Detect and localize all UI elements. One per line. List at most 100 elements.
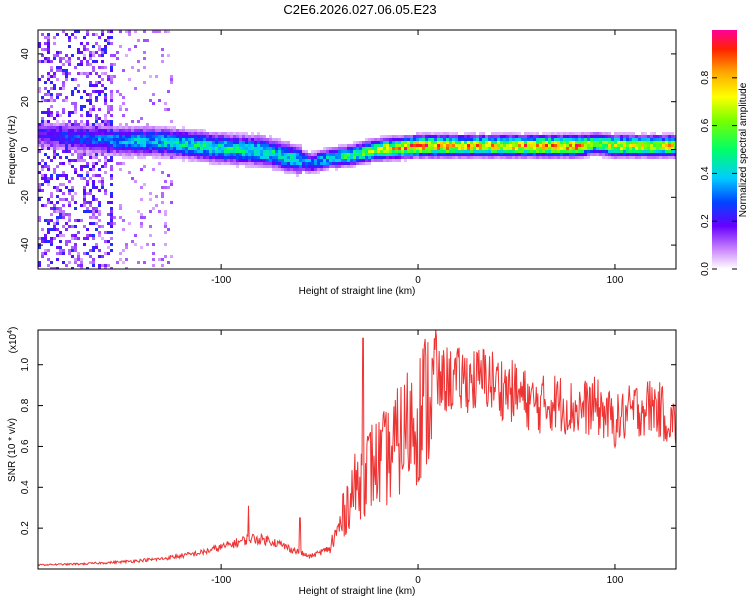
heatmap-cell xyxy=(86,93,89,96)
heatmap-cell xyxy=(62,87,65,90)
heatmap-cell xyxy=(134,135,137,138)
heatmap-cell xyxy=(152,135,155,138)
heatmap-cell xyxy=(89,189,92,192)
heatmap-cell xyxy=(215,153,218,156)
heatmap-cell xyxy=(608,156,611,159)
heatmap-cell xyxy=(74,135,77,138)
heatmap-cell xyxy=(368,150,371,153)
heatmap-cell xyxy=(92,264,95,267)
heatmap-cell xyxy=(53,171,56,174)
heatmap-cell xyxy=(125,267,128,269)
heatmap-cell xyxy=(365,138,368,141)
heatmap-cell xyxy=(191,156,194,159)
heatmap-cell xyxy=(251,159,254,162)
heatmap-cell xyxy=(203,156,206,159)
heatmap-cell xyxy=(662,156,665,159)
heatmap-cell xyxy=(515,141,518,144)
heatmap-cell xyxy=(215,162,218,165)
heatmap-cell xyxy=(269,150,272,153)
heatmap-cell xyxy=(584,153,587,156)
heatmap-cell xyxy=(446,156,449,159)
heatmap-cell xyxy=(323,153,326,156)
heatmap-cell xyxy=(644,144,647,147)
heatmap-cell xyxy=(50,237,53,240)
heatmap-cell xyxy=(152,258,155,261)
heatmap-cell xyxy=(113,132,116,135)
heatmap-cell xyxy=(317,168,320,171)
heatmap-cell xyxy=(53,36,56,39)
heatmap-cell xyxy=(296,147,299,150)
heatmap-cell xyxy=(56,78,59,81)
heatmap-cell xyxy=(98,135,101,138)
heatmap-cell xyxy=(179,150,182,153)
heatmap-cell xyxy=(296,165,299,168)
heatmap-cell xyxy=(659,135,662,138)
heatmap-cell xyxy=(71,249,74,252)
heatmap-cell xyxy=(545,153,548,156)
heatmap-cell xyxy=(311,150,314,153)
heatmap-cell xyxy=(584,135,587,138)
heatmap-cell xyxy=(566,156,569,159)
heatmap-cell xyxy=(188,156,191,159)
heatmap-cell xyxy=(101,129,104,132)
heatmap-cell xyxy=(635,147,638,150)
heatmap-cell xyxy=(554,132,557,135)
heatmap-cell xyxy=(590,141,593,144)
heatmap-cell xyxy=(191,147,194,150)
heatmap-cell xyxy=(185,147,188,150)
heatmap-cell xyxy=(512,141,515,144)
heatmap-cell xyxy=(218,141,221,144)
heatmap-cell xyxy=(74,102,77,105)
heatmap-cell xyxy=(548,147,551,150)
heatmap-cell xyxy=(629,135,632,138)
heatmap-cell xyxy=(140,150,143,153)
heatmap-cell xyxy=(260,162,263,165)
heatmap-cell xyxy=(80,267,83,269)
heatmap-cell xyxy=(152,129,155,132)
heatmap-cell xyxy=(38,243,41,246)
heatmap-cell xyxy=(167,174,170,177)
heatmap-cell xyxy=(92,207,95,210)
heatmap-cell xyxy=(179,156,182,159)
heatmap-cell xyxy=(179,129,182,132)
heatmap-cell xyxy=(104,93,107,96)
heatmap-cell xyxy=(113,63,116,66)
heatmap-cell xyxy=(305,153,308,156)
heatmap-cell xyxy=(59,147,62,150)
heatmap-cell xyxy=(215,150,218,153)
heatmap-cell xyxy=(599,147,602,150)
heatmap-cell xyxy=(47,258,50,261)
heatmap-cell xyxy=(659,147,662,150)
heatmap-cell xyxy=(284,159,287,162)
heatmap-cell xyxy=(65,156,68,159)
heatmap-cell xyxy=(482,132,485,135)
heatmap-cell xyxy=(236,159,239,162)
heatmap-cell xyxy=(74,108,77,111)
heatmap-cell xyxy=(140,216,143,219)
heatmap-cell xyxy=(218,147,221,150)
heatmap-cell xyxy=(44,111,47,114)
heatmap-cell xyxy=(620,147,623,150)
heatmap-cell xyxy=(65,186,68,189)
heatmap-cell xyxy=(215,135,218,138)
heatmap-cell xyxy=(146,39,149,42)
heatmap-cell xyxy=(563,132,566,135)
heatmap-cell xyxy=(122,144,125,147)
heatmap-cell xyxy=(512,150,515,153)
heatmap-cell xyxy=(98,90,101,93)
heatmap-cell xyxy=(113,153,116,156)
heatmap-cell xyxy=(506,132,509,135)
heatmap-cell xyxy=(86,114,89,117)
heatmap-cell xyxy=(95,123,98,126)
heatmap-cell xyxy=(338,150,341,153)
heatmap-cell xyxy=(233,135,236,138)
heatmap-cell xyxy=(119,252,122,255)
heatmap-cell xyxy=(560,153,563,156)
heatmap-cell xyxy=(131,153,134,156)
heatmap-cell xyxy=(101,150,104,153)
heatmap-cell xyxy=(92,66,95,69)
heatmap-cell xyxy=(155,204,158,207)
heatmap-cell xyxy=(101,123,104,126)
heatmap-cell xyxy=(476,153,479,156)
heatmap-cell xyxy=(86,207,89,210)
